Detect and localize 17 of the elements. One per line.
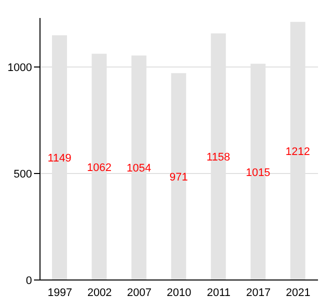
x-tick-label: 2010 (166, 286, 192, 299)
y-tick-label: 0 (26, 274, 32, 287)
data-label: 1054 (126, 162, 152, 175)
data-label: 1062 (86, 162, 112, 174)
x-tick-label: 2002 (87, 286, 112, 299)
x-tick-label: 2021 (286, 286, 310, 299)
x-tick-label: 2017 (246, 286, 271, 299)
data-label: 1158 (206, 152, 230, 164)
x-tick-label: 2007 (127, 286, 152, 299)
data-label: 1015 (246, 166, 270, 179)
x-tick-label: 2011 (206, 286, 231, 299)
data-label: 971 (169, 171, 188, 184)
y-tick-label: 500 (14, 168, 32, 180)
x-tick-label: 1997 (48, 286, 72, 299)
data-label: 1149 (48, 152, 72, 165)
y-tick-label: 1000 (8, 62, 32, 74)
data-label: 1212 (286, 146, 310, 158)
